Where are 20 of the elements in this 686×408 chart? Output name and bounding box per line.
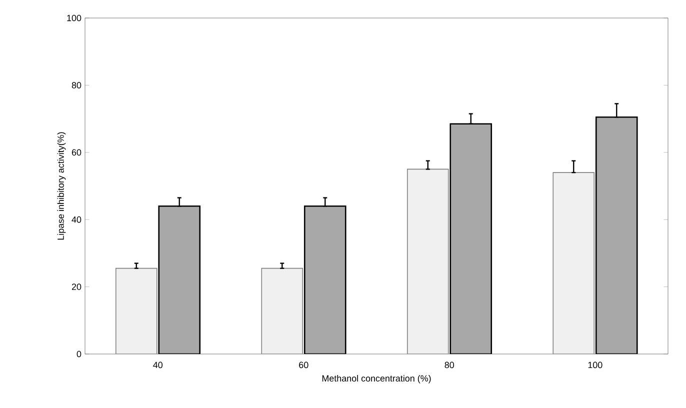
y-tick-label: 100 bbox=[67, 14, 82, 22]
y-tick-label: 60 bbox=[72, 149, 82, 156]
bar bbox=[552, 172, 595, 354]
y-tick-label: 80 bbox=[72, 82, 82, 88]
x-tick-label: 40 bbox=[153, 362, 163, 368]
bar bbox=[450, 123, 492, 354]
y-tick-label: 0 bbox=[76, 350, 82, 358]
y-axis-title: Lipase inhibitory activity(%) bbox=[57, 132, 66, 240]
x-tick-label: 80 bbox=[444, 362, 454, 368]
bar bbox=[158, 206, 201, 354]
x-tick-label: 60 bbox=[299, 362, 308, 368]
bar bbox=[115, 268, 158, 354]
x-axis-title: Methanol concentration (%) bbox=[322, 374, 431, 384]
y-tick-label: 20 bbox=[72, 284, 82, 290]
x-tick-label: 100 bbox=[588, 362, 602, 368]
bar bbox=[595, 116, 638, 354]
bar bbox=[304, 206, 346, 354]
y-tick-label: 40 bbox=[72, 216, 82, 223]
bar bbox=[406, 168, 449, 354]
bar bbox=[261, 268, 304, 354]
